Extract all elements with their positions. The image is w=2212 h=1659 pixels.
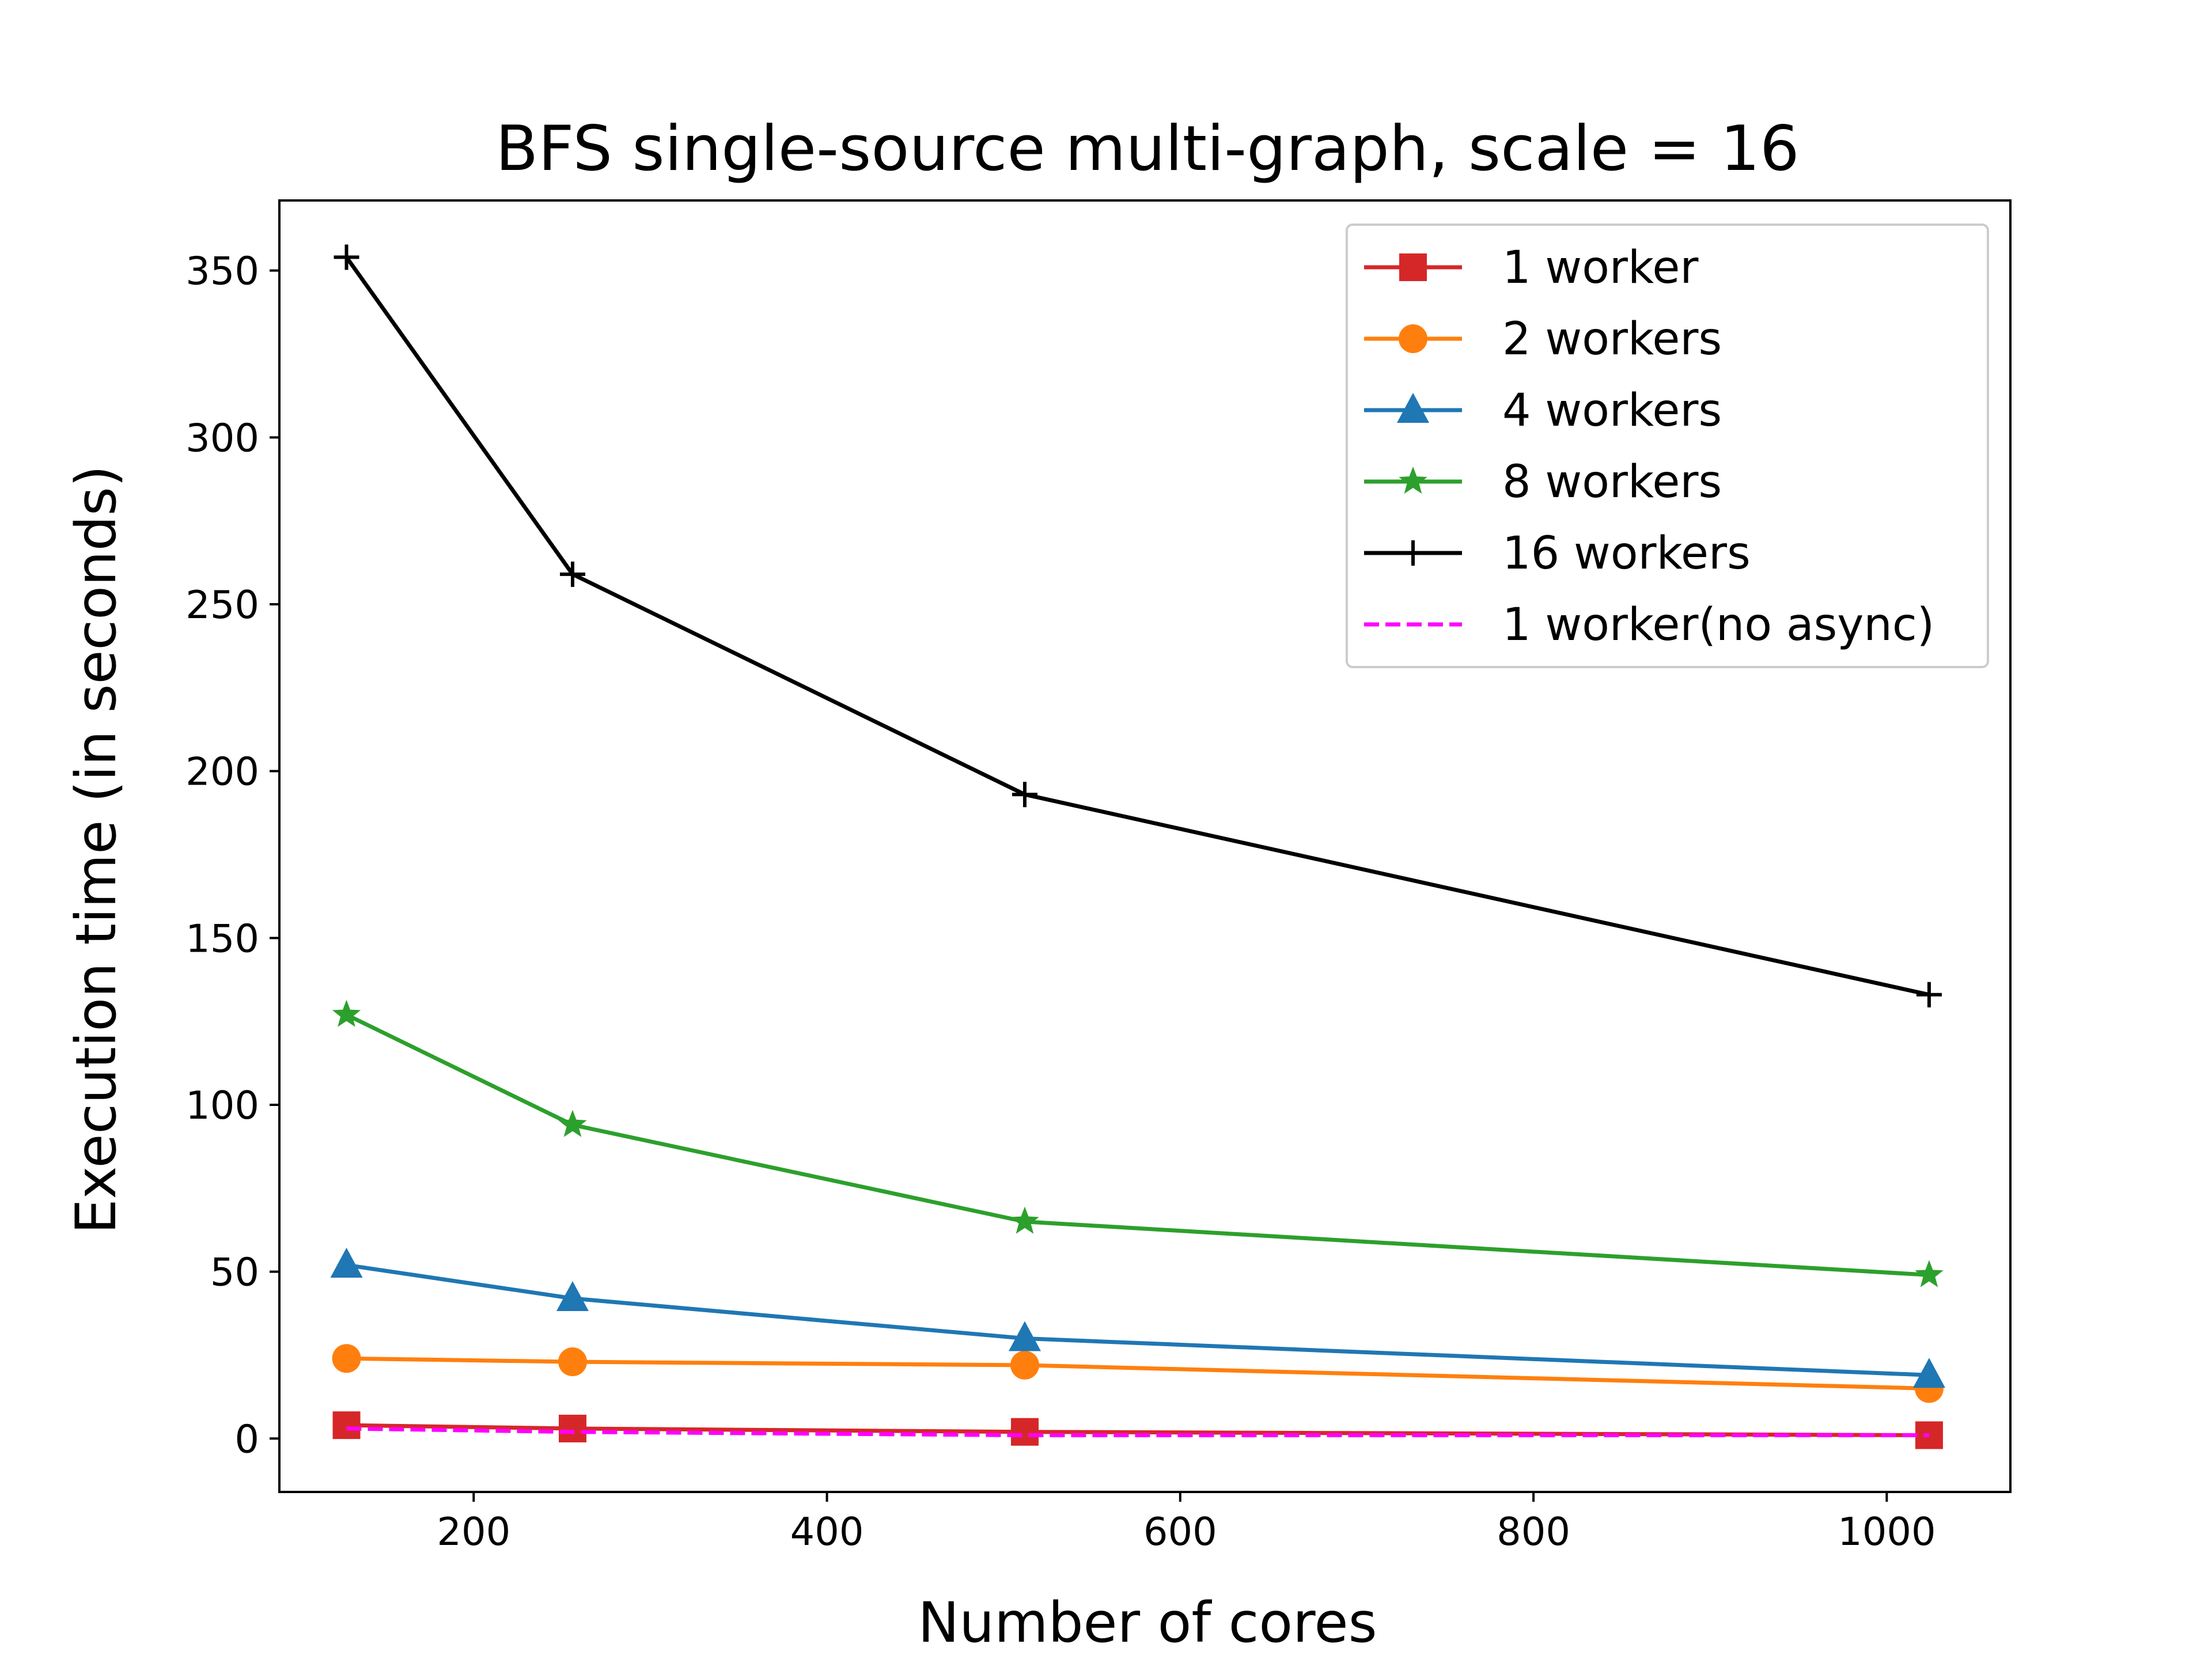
data-point-8-workers: [1010, 1206, 1039, 1234]
y-axis-label: Execution time (in seconds): [64, 465, 128, 1234]
x-tick-label: 800: [1497, 1509, 1570, 1554]
plot-area: 200 400 600 800 1000 0 50 100 150 200 250 300 350: [185, 199, 2012, 1554]
y-tick-label: 0: [234, 1416, 259, 1461]
data-point-4-workers: [556, 1281, 589, 1311]
series-line-2-workers: [346, 1356, 1929, 1391]
data-point-2-workers: [558, 1347, 588, 1377]
data-point-1-worker: [332, 1411, 361, 1440]
x-tick-label: 400: [790, 1509, 864, 1554]
series-line-16-workers: [344, 256, 1930, 997]
y-tick-label: 200: [185, 749, 259, 794]
legend-marker-8-workers: [1399, 467, 1427, 494]
legend-label-16-workers: 16 workers: [1502, 528, 1751, 579]
y-tick-label: 50: [210, 1250, 259, 1295]
legend-box: [1346, 224, 1989, 668]
y-tick-label: 250: [185, 582, 259, 627]
data-point-8-workers: [558, 1109, 587, 1137]
legend: 1 worker 2 workers 4 workers 8 workers 16 wo…: [1346, 224, 1989, 668]
series-line-4-workers: [346, 1263, 1930, 1377]
data-point-1-worker: [1915, 1421, 1943, 1449]
data-point-2-workers: [1010, 1350, 1039, 1380]
x-axis-label: Number of cores: [918, 1590, 1377, 1655]
data-point-8-workers: [332, 999, 361, 1027]
data-point-2-workers: [332, 1344, 361, 1373]
y-tick-label: 300: [185, 415, 259, 460]
y-tick-label: 100: [185, 1083, 259, 1128]
legend-marker-1-worker: [1399, 253, 1427, 281]
data-point-1-worker: [559, 1414, 587, 1442]
legend-label-1-worker: 1 worker: [1502, 242, 1699, 294]
data-point-8-workers: [1915, 1260, 1944, 1287]
legend-label-2-workers: 2 workers: [1502, 313, 1722, 365]
data-point-4-workers: [330, 1248, 363, 1278]
legend-label-1-worker-no-async: 1 worker(no async): [1502, 599, 1934, 651]
data-point-16-workers: [560, 561, 586, 587]
data-point-4-workers: [1008, 1321, 1041, 1351]
y-tick-label: 350: [185, 249, 259, 294]
legend-marker-16-workers: [1400, 540, 1426, 566]
legend-label-4-workers: 4 workers: [1502, 385, 1722, 437]
x-tick-label: 600: [1143, 1509, 1217, 1554]
x-tick-label: 200: [437, 1509, 510, 1554]
data-point-1-worker: [1010, 1418, 1039, 1446]
legend-marker-2-workers: [1399, 324, 1427, 353]
legend-marker-4-workers: [1397, 393, 1429, 423]
data-point-4-workers: [1912, 1358, 1945, 1388]
y-tick-label: 150: [185, 916, 259, 961]
plot-frame: [278, 199, 2012, 1493]
data-point-16-workers: [334, 244, 359, 270]
series-line-1-worker-no-async: [346, 1426, 1929, 1437]
x-tick-label: 1000: [1838, 1509, 1936, 1554]
data-point-16-workers: [1916, 982, 1942, 1007]
chart-title: BFS single-source multi-graph, scale = 1…: [495, 113, 1800, 185]
series-line-8-workers: [345, 1013, 1930, 1277]
legend-label-8-workers: 8 workers: [1502, 456, 1722, 508]
data-point-16-workers: [1012, 782, 1037, 808]
